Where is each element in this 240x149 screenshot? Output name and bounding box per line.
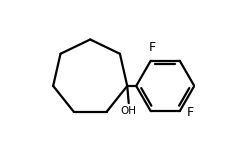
Text: F: F [149,41,156,54]
Text: F: F [186,106,194,119]
Text: OH: OH [121,106,137,116]
